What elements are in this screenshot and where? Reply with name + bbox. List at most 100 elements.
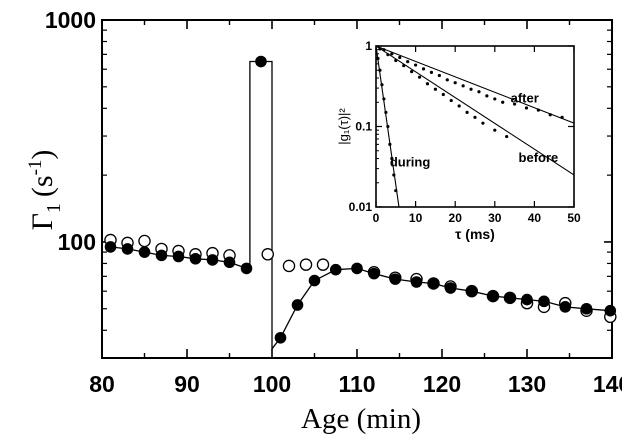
filled-circle-point <box>504 292 516 304</box>
inset-data-point-before <box>465 110 469 114</box>
inset-data-point-before <box>417 75 422 79</box>
filled-circle-point <box>559 301 572 313</box>
inset-x-axis-label: τ (ms) <box>455 226 495 242</box>
inset-data-point-after <box>390 52 394 56</box>
filled-circle-point <box>368 267 380 280</box>
inset-y-axis-label: |g₁(τ)|² <box>336 108 351 145</box>
filled-circle-point <box>604 304 617 317</box>
filled-circle-point <box>487 290 499 302</box>
inset-x-tick-label: 50 <box>567 211 581 225</box>
inset-data-point-during <box>382 97 386 101</box>
inset-data-point-after <box>437 73 441 78</box>
inset-x-tick-label: 0 <box>373 211 380 225</box>
y-axis-label-unit-close: ) <box>26 150 59 160</box>
inset-data-point-after <box>414 63 418 67</box>
filled-circle-point <box>240 262 253 275</box>
inset-data-point-after <box>398 55 402 60</box>
x-tick-label: 100 <box>253 371 291 397</box>
filled-circle-point <box>189 252 202 265</box>
inset-data-point-before <box>394 58 398 63</box>
x-tick-label: 130 <box>508 371 546 397</box>
filled-circle-point <box>121 243 134 255</box>
inset-data-point-after <box>453 81 457 85</box>
inset-data-point-during <box>376 56 380 61</box>
inset-data-point-during <box>392 173 396 177</box>
inset-data-point-after <box>548 113 552 117</box>
y-axis-label: Γ1 (s-1) <box>25 150 65 231</box>
filled-circle-point <box>274 331 287 344</box>
inset-data-point-during <box>378 68 382 72</box>
filled-circle-point <box>255 55 267 68</box>
y-axis-label-subscript: 1 <box>43 203 65 213</box>
x-tick-label: 80 <box>89 371 115 397</box>
inset-data-point-before <box>378 47 382 51</box>
x-axis-label: Age (min) <box>301 403 421 435</box>
filled-circle-point <box>444 282 457 294</box>
filled-circle-point <box>329 263 342 276</box>
inset-data-point-after <box>536 108 540 112</box>
filled-circle-point <box>389 273 402 285</box>
inset-data-point-after <box>421 67 426 71</box>
filled-circle-point <box>351 262 363 275</box>
inset-data-point-before <box>386 53 390 57</box>
inset-x-tick-label: 20 <box>449 211 463 225</box>
inset-data-point-after <box>524 106 529 110</box>
inset-data-point-after <box>513 102 517 106</box>
inset-data-point-after <box>493 97 497 101</box>
inset-data-point-after <box>501 100 505 104</box>
inset-fit-line-before <box>375 45 575 176</box>
inset-data-point-before <box>457 104 461 108</box>
inset-data-point-after <box>461 84 465 88</box>
inset-data-point-after <box>485 94 489 98</box>
inset-data-point-after <box>477 90 481 94</box>
y-axis-label-unit-exponent: -1 <box>25 160 46 176</box>
inset-data-point-before <box>481 121 485 125</box>
filled-circle-point <box>206 254 219 266</box>
inset-x-tick-label: 10 <box>409 211 423 225</box>
filled-circle-point <box>410 276 423 288</box>
filled-circle-point <box>427 277 440 290</box>
y-tick-label: 1000 <box>45 7 96 33</box>
open-circle-point <box>299 258 313 271</box>
open-circle-point <box>282 259 296 273</box>
x-tick-label: 140 <box>593 371 622 397</box>
inset-y-tick-label: 0.1 <box>355 120 372 134</box>
x-tick-label: 90 <box>174 371 200 397</box>
inset-data-point-after <box>560 115 564 119</box>
inset-annotation-before: before <box>519 150 559 165</box>
inset-data-point-after <box>429 70 434 74</box>
inset-data-point-before <box>449 98 453 103</box>
inset-data-point-during <box>388 142 392 146</box>
filled-circle-point <box>155 249 168 262</box>
filled-circle-point <box>538 295 550 308</box>
open-circle-point <box>261 248 274 261</box>
open-circle-point <box>316 258 330 271</box>
inset-y-tick-label: 1 <box>365 39 372 53</box>
inset-fit-line-after <box>375 45 575 124</box>
filled-circle-point <box>138 246 151 258</box>
y-axis-label-unit: (s <box>26 175 59 197</box>
y-axis-label-symbol: Γ <box>26 213 59 230</box>
inset-x-tick-label: 30 <box>488 211 502 225</box>
inset-data-point-after <box>406 60 410 64</box>
inset-data-point-during <box>394 188 398 193</box>
inset-data-point-before <box>473 115 477 119</box>
inset-data-point-during <box>390 156 394 161</box>
inset-background <box>316 32 604 249</box>
inset-annotation-during: during <box>390 154 430 169</box>
inset-data-point-before <box>493 128 497 132</box>
filled-circle-point <box>465 285 478 297</box>
filled-circle-point <box>580 302 593 315</box>
x-tick-label: 120 <box>423 371 461 397</box>
inset-data-point-before <box>410 70 414 74</box>
inset-data-point-during <box>380 83 384 87</box>
inset-data-point-after <box>445 78 449 82</box>
inset-x-tick-label: 40 <box>528 211 542 225</box>
inset-data-point-after <box>469 87 473 91</box>
inset-data-point-during <box>386 124 390 129</box>
inset-data-point-before <box>441 92 445 97</box>
filled-circle-point <box>104 241 117 253</box>
inset-data-point-during <box>384 110 388 114</box>
